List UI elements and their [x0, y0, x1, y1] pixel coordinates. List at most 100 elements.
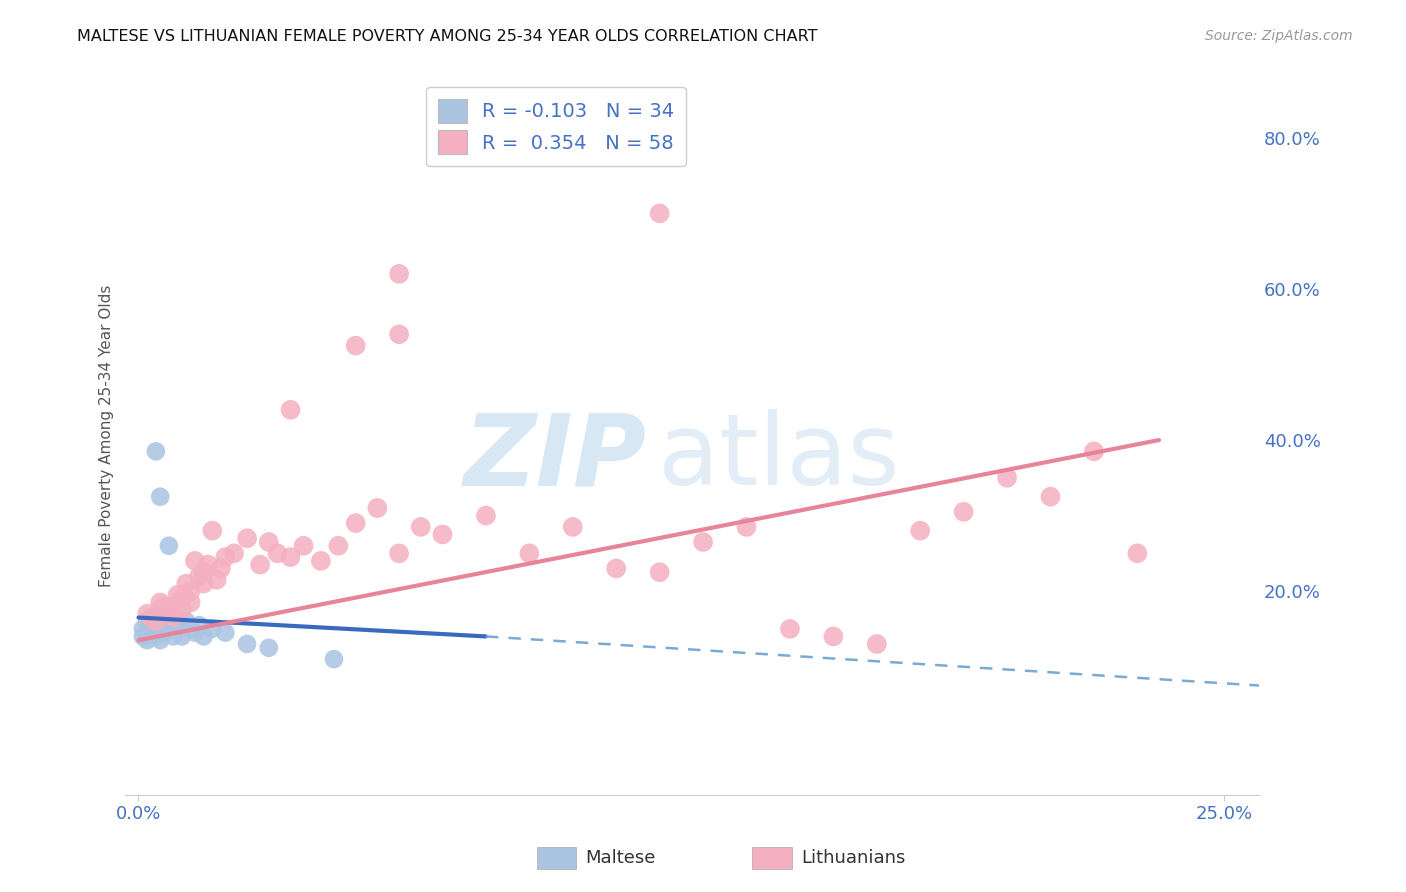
Point: [1083, 444, 1105, 458]
Point: [193, 566, 215, 580]
Point: [388, 327, 411, 342]
Point: [180, 622, 202, 636]
Point: [136, 625, 159, 640]
Point: [157, 603, 180, 617]
Point: [388, 267, 411, 281]
Point: [952, 505, 974, 519]
Point: [157, 622, 180, 636]
Point: [162, 629, 184, 643]
Point: [162, 618, 184, 632]
Point: [149, 610, 172, 624]
Point: [153, 607, 176, 621]
Text: MALTESE VS LITHUANIAN FEMALE POVERTY AMONG 25-34 YEAR OLDS CORRELATION CHART: MALTESE VS LITHUANIAN FEMALE POVERTY AMO…: [77, 29, 818, 44]
Point: [149, 595, 172, 609]
Point: [236, 637, 259, 651]
Point: [193, 629, 215, 643]
Point: [184, 625, 207, 640]
Point: [201, 524, 224, 538]
Legend: R = -0.103   N = 34, R =  0.354   N = 58: R = -0.103 N = 34, R = 0.354 N = 58: [426, 87, 686, 166]
Point: [145, 444, 167, 458]
Point: [184, 554, 207, 568]
Point: [149, 625, 172, 640]
Point: [735, 520, 758, 534]
Point: [149, 603, 172, 617]
Point: [193, 576, 215, 591]
Point: [692, 535, 714, 549]
Point: [409, 520, 432, 534]
Point: [209, 561, 232, 575]
Point: [908, 524, 931, 538]
Point: [388, 546, 411, 560]
Point: [157, 615, 180, 629]
Point: [344, 516, 367, 530]
Point: [605, 561, 627, 575]
Point: [132, 622, 155, 636]
Point: [328, 539, 350, 553]
Point: [157, 539, 180, 553]
Point: [1126, 546, 1149, 560]
Point: [222, 546, 245, 560]
Point: [257, 535, 280, 549]
Point: [197, 558, 219, 572]
Point: [519, 546, 541, 560]
Point: [153, 625, 176, 640]
Point: [136, 633, 159, 648]
Point: [145, 622, 167, 636]
Point: [188, 618, 211, 632]
Text: Source: ZipAtlas.com: Source: ZipAtlas.com: [1205, 29, 1353, 43]
Point: [174, 576, 197, 591]
Point: [170, 618, 193, 632]
Point: [141, 610, 163, 624]
Point: [162, 599, 184, 614]
Point: [475, 508, 498, 523]
Point: [141, 618, 163, 632]
Point: [214, 550, 236, 565]
Text: atlas: atlas: [658, 409, 900, 507]
Point: [648, 566, 671, 580]
Point: [136, 615, 159, 629]
Point: [149, 490, 172, 504]
Text: Maltese: Maltese: [585, 849, 655, 867]
Point: [1039, 490, 1062, 504]
Point: [249, 558, 271, 572]
Point: [995, 471, 1018, 485]
Point: [366, 501, 388, 516]
Point: [201, 622, 224, 636]
Point: [145, 615, 167, 629]
Y-axis label: Female Poverty Among 25-34 Year Olds: Female Poverty Among 25-34 Year Olds: [100, 285, 114, 588]
Text: ZIP: ZIP: [464, 409, 647, 507]
Point: [823, 629, 845, 643]
Point: [170, 629, 193, 643]
Point: [236, 531, 259, 545]
Point: [166, 622, 188, 636]
Point: [309, 554, 332, 568]
Point: [779, 622, 801, 636]
Point: [266, 546, 288, 560]
Point: [188, 569, 211, 583]
Point: [145, 615, 167, 629]
Point: [153, 618, 176, 632]
Point: [132, 629, 155, 643]
Point: [866, 637, 889, 651]
Point: [432, 527, 454, 541]
Point: [145, 629, 167, 643]
Point: [292, 539, 315, 553]
Point: [141, 625, 163, 640]
Point: [170, 591, 193, 606]
Point: [162, 610, 184, 624]
Point: [153, 599, 176, 614]
Point: [205, 573, 228, 587]
Point: [180, 595, 202, 609]
Point: [141, 610, 163, 624]
Point: [648, 206, 671, 220]
Point: [170, 603, 193, 617]
Point: [166, 588, 188, 602]
Point: [174, 615, 197, 629]
Point: [214, 625, 236, 640]
Point: [180, 584, 202, 599]
Point: [136, 607, 159, 621]
Point: [323, 652, 346, 666]
Point: [149, 633, 172, 648]
Point: [280, 550, 302, 565]
Point: [257, 640, 280, 655]
